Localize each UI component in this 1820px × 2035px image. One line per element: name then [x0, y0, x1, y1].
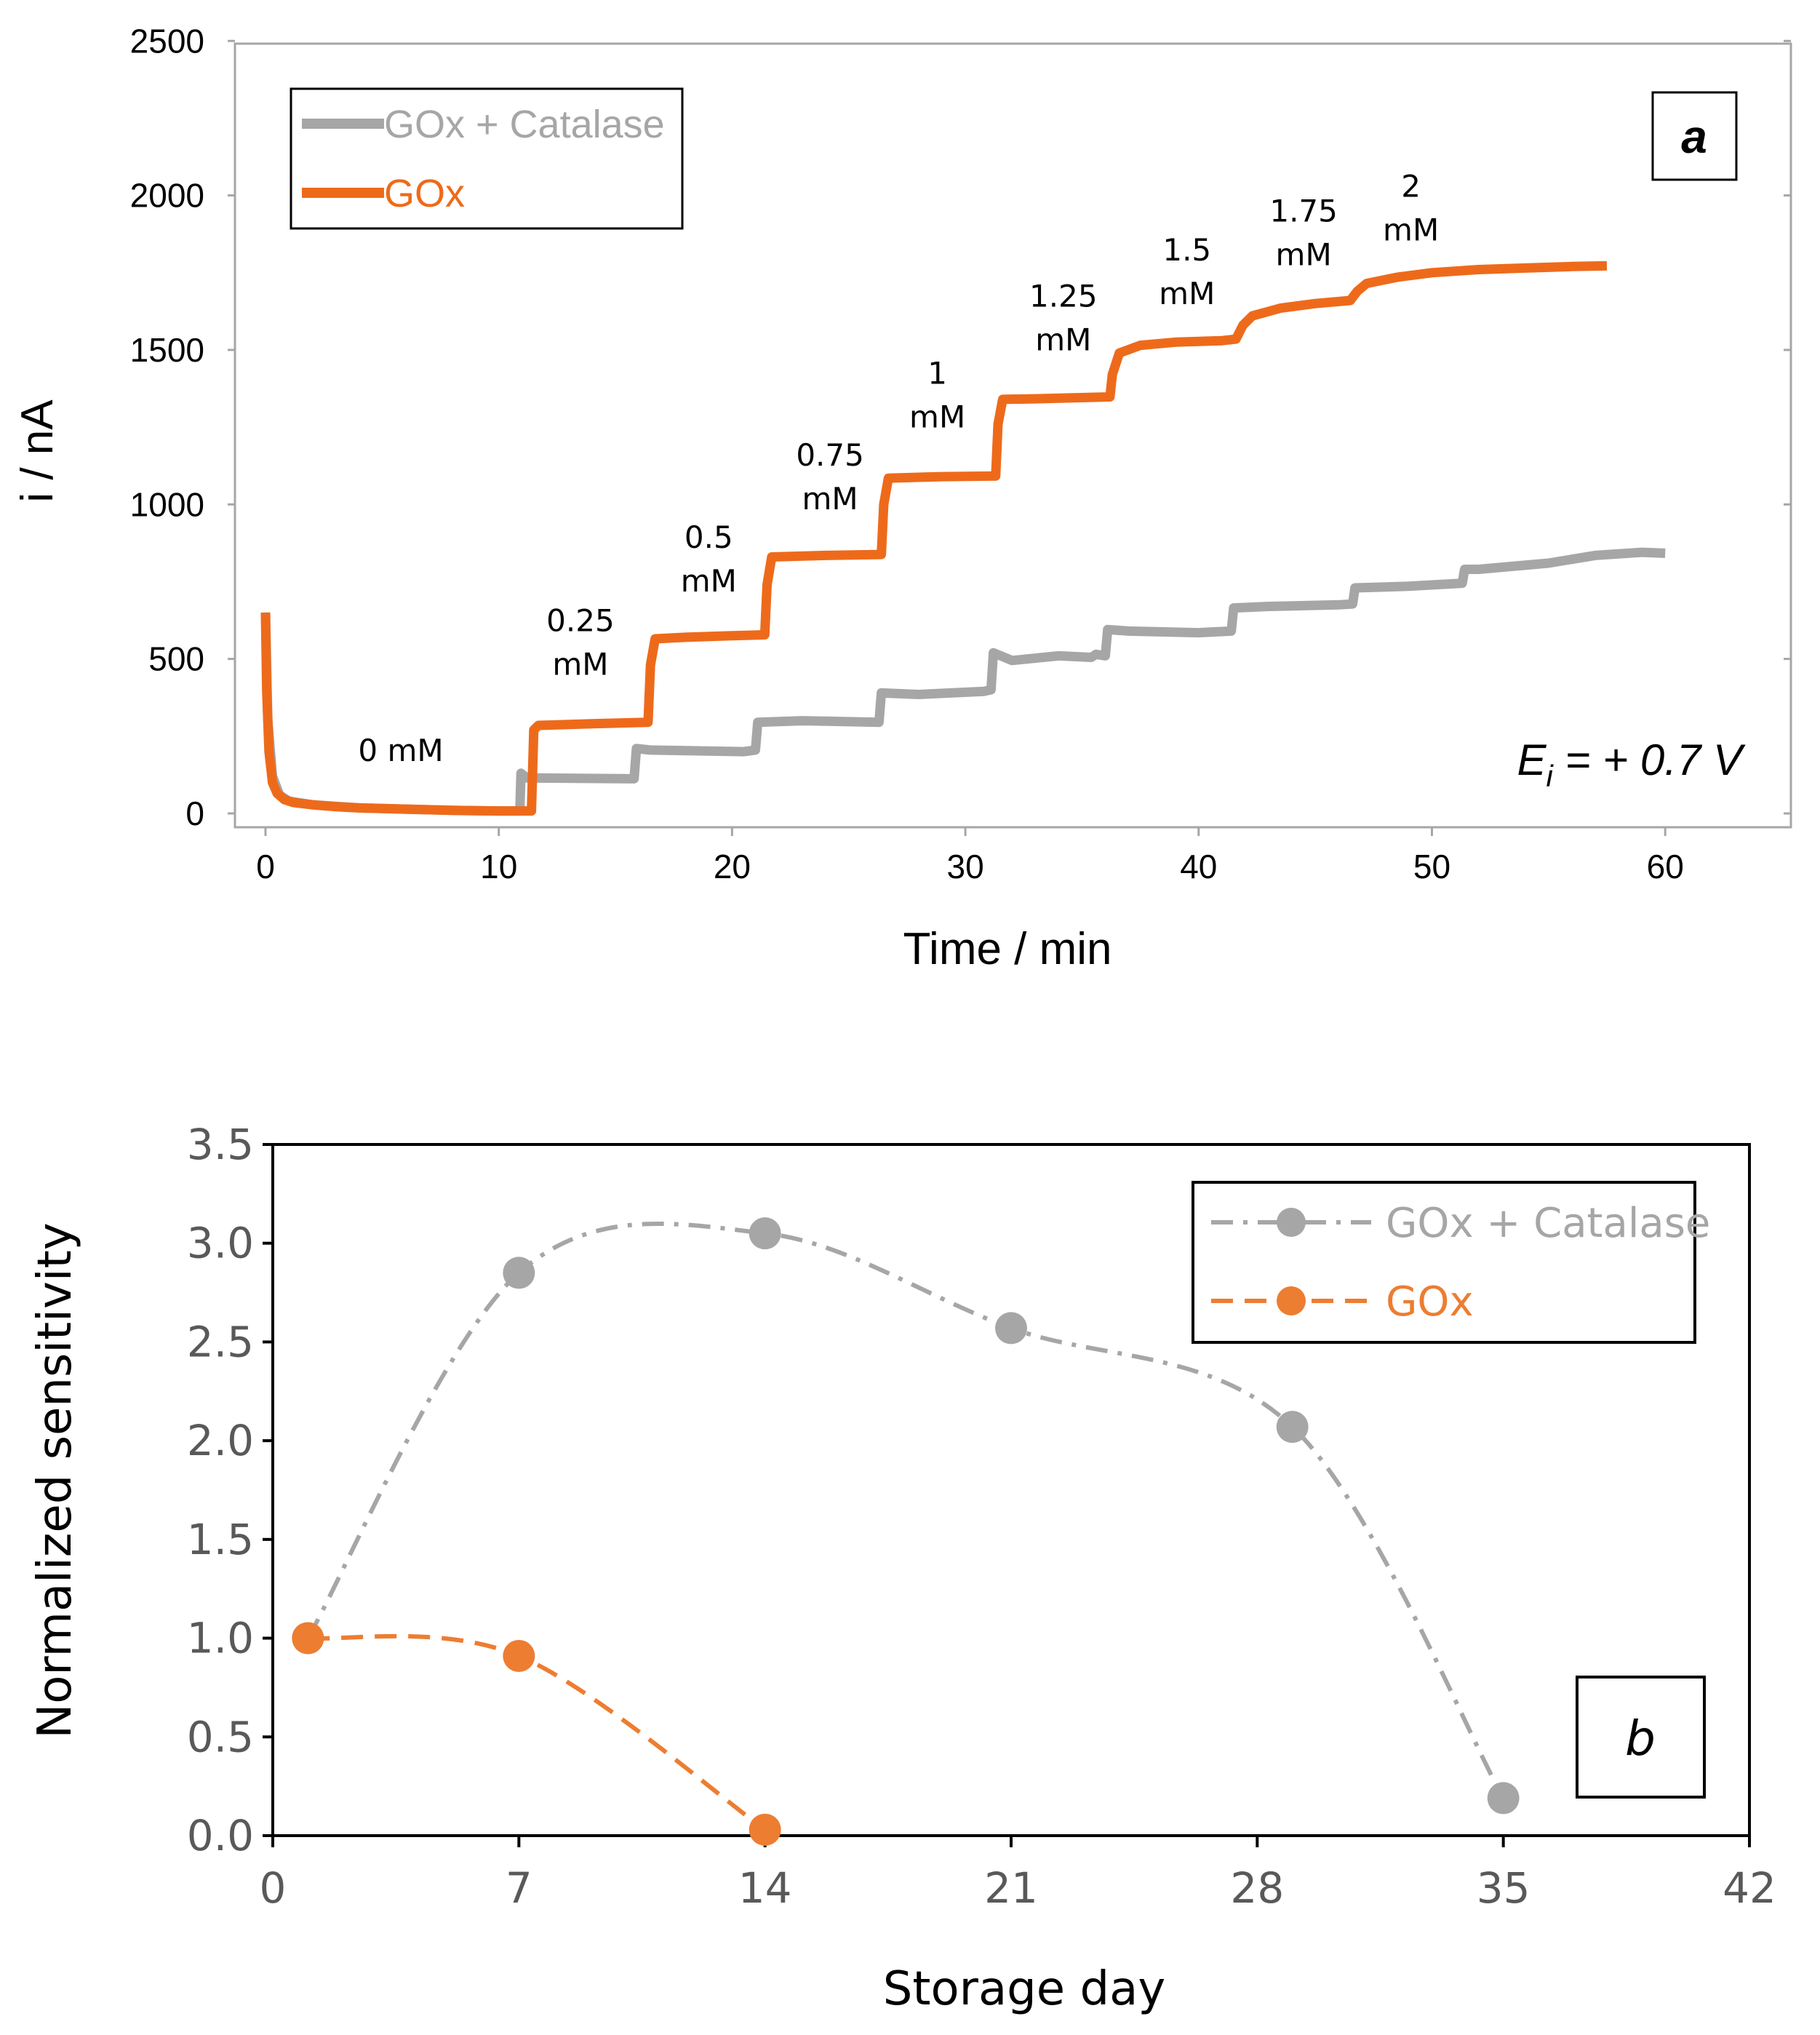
concentration-label: 1.25 mM: [1029, 278, 1098, 357]
x-tick-label-a: 0: [256, 848, 275, 885]
series-line-gox-catalase-a: [260, 547, 1666, 816]
data-point-gox-catalase: [1487, 1782, 1520, 1815]
y-axis-b: 0.0 0.5 1.0 1.5 2.0 2.5 3.0 3.5: [187, 1120, 273, 1860]
x-tick-label-b: 28: [1230, 1863, 1284, 1913]
y-tick-label-b: 0.0: [187, 1811, 254, 1860]
concentration-label: 0.5 mM: [681, 519, 737, 599]
series-group-a: [260, 260, 1666, 816]
y-tick-label-a: 500: [148, 640, 204, 678]
x-tick-label-b: 14: [738, 1863, 792, 1913]
concentration-label: 0 mM: [358, 733, 443, 768]
legend-label-gox-catalase-a: GOx + Catalase: [384, 103, 665, 146]
concentration-label: 1 mM: [909, 356, 965, 435]
panel-label-a: a: [1681, 111, 1707, 163]
data-point-gox: [749, 1813, 781, 1846]
legend-marker-gox-b: [1277, 1286, 1306, 1315]
concentration-label: 2 mM: [1383, 169, 1439, 248]
x-axis-title-a: Time / min: [903, 924, 1111, 974]
concentration-label: 1.5 mM: [1159, 232, 1215, 311]
plot-area-a: [234, 42, 1792, 829]
y-tick-label-b: 3.0: [187, 1219, 254, 1268]
concentration-annotations: 0 mM 0.25 mM 0.5 mM 0.75 mM 1 mM 1.25 mM 1.5 mM 1.75 m…: [358, 169, 1439, 768]
y-tick-label-a: 0: [185, 795, 204, 832]
y-tick-label-b: 2.0: [187, 1416, 254, 1465]
y-tick-label-a: 1000: [130, 485, 204, 523]
y-tick-label-b: 3.5: [187, 1120, 254, 1169]
x-tick-label-b: 42: [1723, 1863, 1776, 1913]
panel-label-b: b: [1625, 1711, 1656, 1767]
y-axis-title-b: Normalized sensitivity: [28, 1222, 82, 1738]
y-tick-label-a: 2500: [130, 22, 204, 60]
x-tick-label-b: 21: [984, 1863, 1038, 1913]
x-tick-label-b: 35: [1477, 1863, 1530, 1913]
legend-label-gox-catalase-b: GOx + Catalase: [1386, 1200, 1710, 1247]
y-tick-label-b: 1.5: [187, 1515, 254, 1564]
y-tick-label-b: 0.5: [187, 1712, 254, 1761]
data-point-gox-catalase: [1276, 1411, 1309, 1443]
concentration-label: 0.75 mM: [796, 437, 864, 517]
data-point-gox-catalase: [995, 1312, 1027, 1345]
x-tick-label-a: 30: [947, 848, 984, 885]
y-tick-label-b: 2.5: [187, 1317, 254, 1366]
y-tick-label-b: 1.0: [187, 1614, 254, 1663]
legend-b: GOx + Catalase GOx: [1192, 1181, 1710, 1344]
x-axis-a: 0 10 20 30 40 50 60: [256, 827, 1684, 885]
y-tick-label-a: 1500: [130, 331, 204, 369]
series-line-gox-b: [308, 1633, 767, 1832]
y-axis-title-a: i / nA: [12, 399, 63, 503]
series-line-gox-a: [260, 260, 1608, 816]
x-tick-label-a: 40: [1180, 848, 1217, 885]
x-tick-label-b: 7: [506, 1863, 532, 1913]
x-axis-b: 0 7 14 21 28 35 42: [260, 1836, 1776, 1913]
data-point-gox: [292, 1622, 324, 1654]
legend-a: GOx + Catalase GOx: [290, 87, 684, 230]
y-axis-a: 0 500 1000 1500 2000 2500: [130, 22, 1791, 832]
potential-label: Ei = + 0.7 V: [1517, 736, 1746, 793]
legend-box-b: [1192, 1181, 1696, 1344]
x-tick-label-a: 20: [714, 848, 751, 885]
y-tick-label-a: 2000: [130, 177, 204, 215]
data-point-gox-catalase: [503, 1257, 535, 1289]
series-group-b: [292, 1217, 1520, 1846]
x-tick-label-a: 60: [1647, 848, 1684, 885]
panel-label-box-b: [1576, 1676, 1706, 1799]
data-point-gox: [503, 1640, 535, 1672]
legend-box-a: [290, 87, 684, 230]
x-tick-label-b: 0: [260, 1863, 287, 1913]
x-axis-title-b: Storage day: [883, 1962, 1165, 2016]
x-tick-label-a: 50: [1413, 848, 1450, 885]
series-line-gox-catalase-b: [306, 1222, 1506, 1799]
x-tick-label-a: 10: [480, 848, 517, 885]
legend-label-gox-b: GOx: [1386, 1278, 1474, 1326]
data-point-gox-catalase: [749, 1217, 781, 1250]
panel-label-box-a: [1651, 91, 1738, 181]
legend-label-gox-a: GOx: [384, 172, 465, 215]
concentration-label: 1.75 mM: [1269, 194, 1338, 273]
legend-marker-gox-catalase-b: [1277, 1208, 1306, 1237]
chart-panel-b: 0.0 0.5 1.0 1.5 2.0 2.5 3.0 3.5 0 7 14 21 28 35 42 St…: [28, 1120, 1776, 2016]
concentration-label: 0.25 mM: [546, 602, 615, 682]
